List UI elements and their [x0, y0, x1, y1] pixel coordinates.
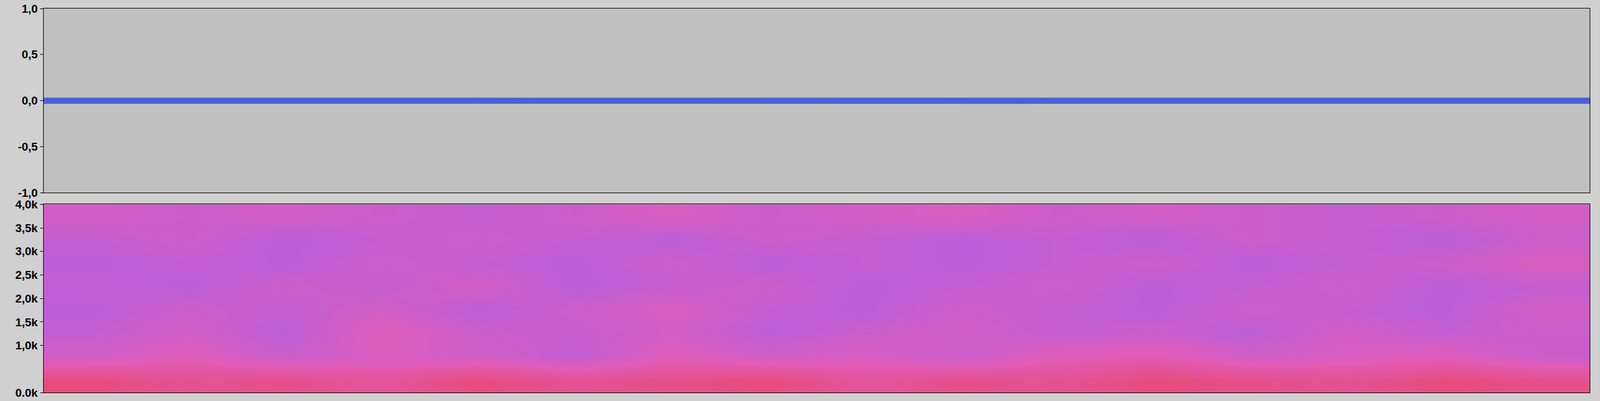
svg-text:4,0k: 4,0k — [15, 198, 38, 211]
svg-text:1,0k: 1,0k — [15, 338, 38, 352]
svg-text:3,0k: 3,0k — [15, 244, 38, 258]
svg-text:1,5k: 1,5k — [15, 315, 38, 329]
svg-text:-1,0: -1,0 — [17, 186, 38, 200]
svg-text:3,5k: 3,5k — [15, 221, 38, 235]
svg-text:0,5: 0,5 — [21, 47, 39, 61]
svg-text:2,0k: 2,0k — [15, 292, 38, 305]
svg-text:1,0: 1,0 — [21, 2, 38, 16]
svg-text:2,5k: 2,5k — [15, 268, 38, 282]
svg-text:0,0: 0,0 — [21, 94, 38, 107]
svg-text:0.0k: 0.0k — [15, 386, 38, 400]
svg-text:-0,5: -0,5 — [17, 140, 38, 154]
